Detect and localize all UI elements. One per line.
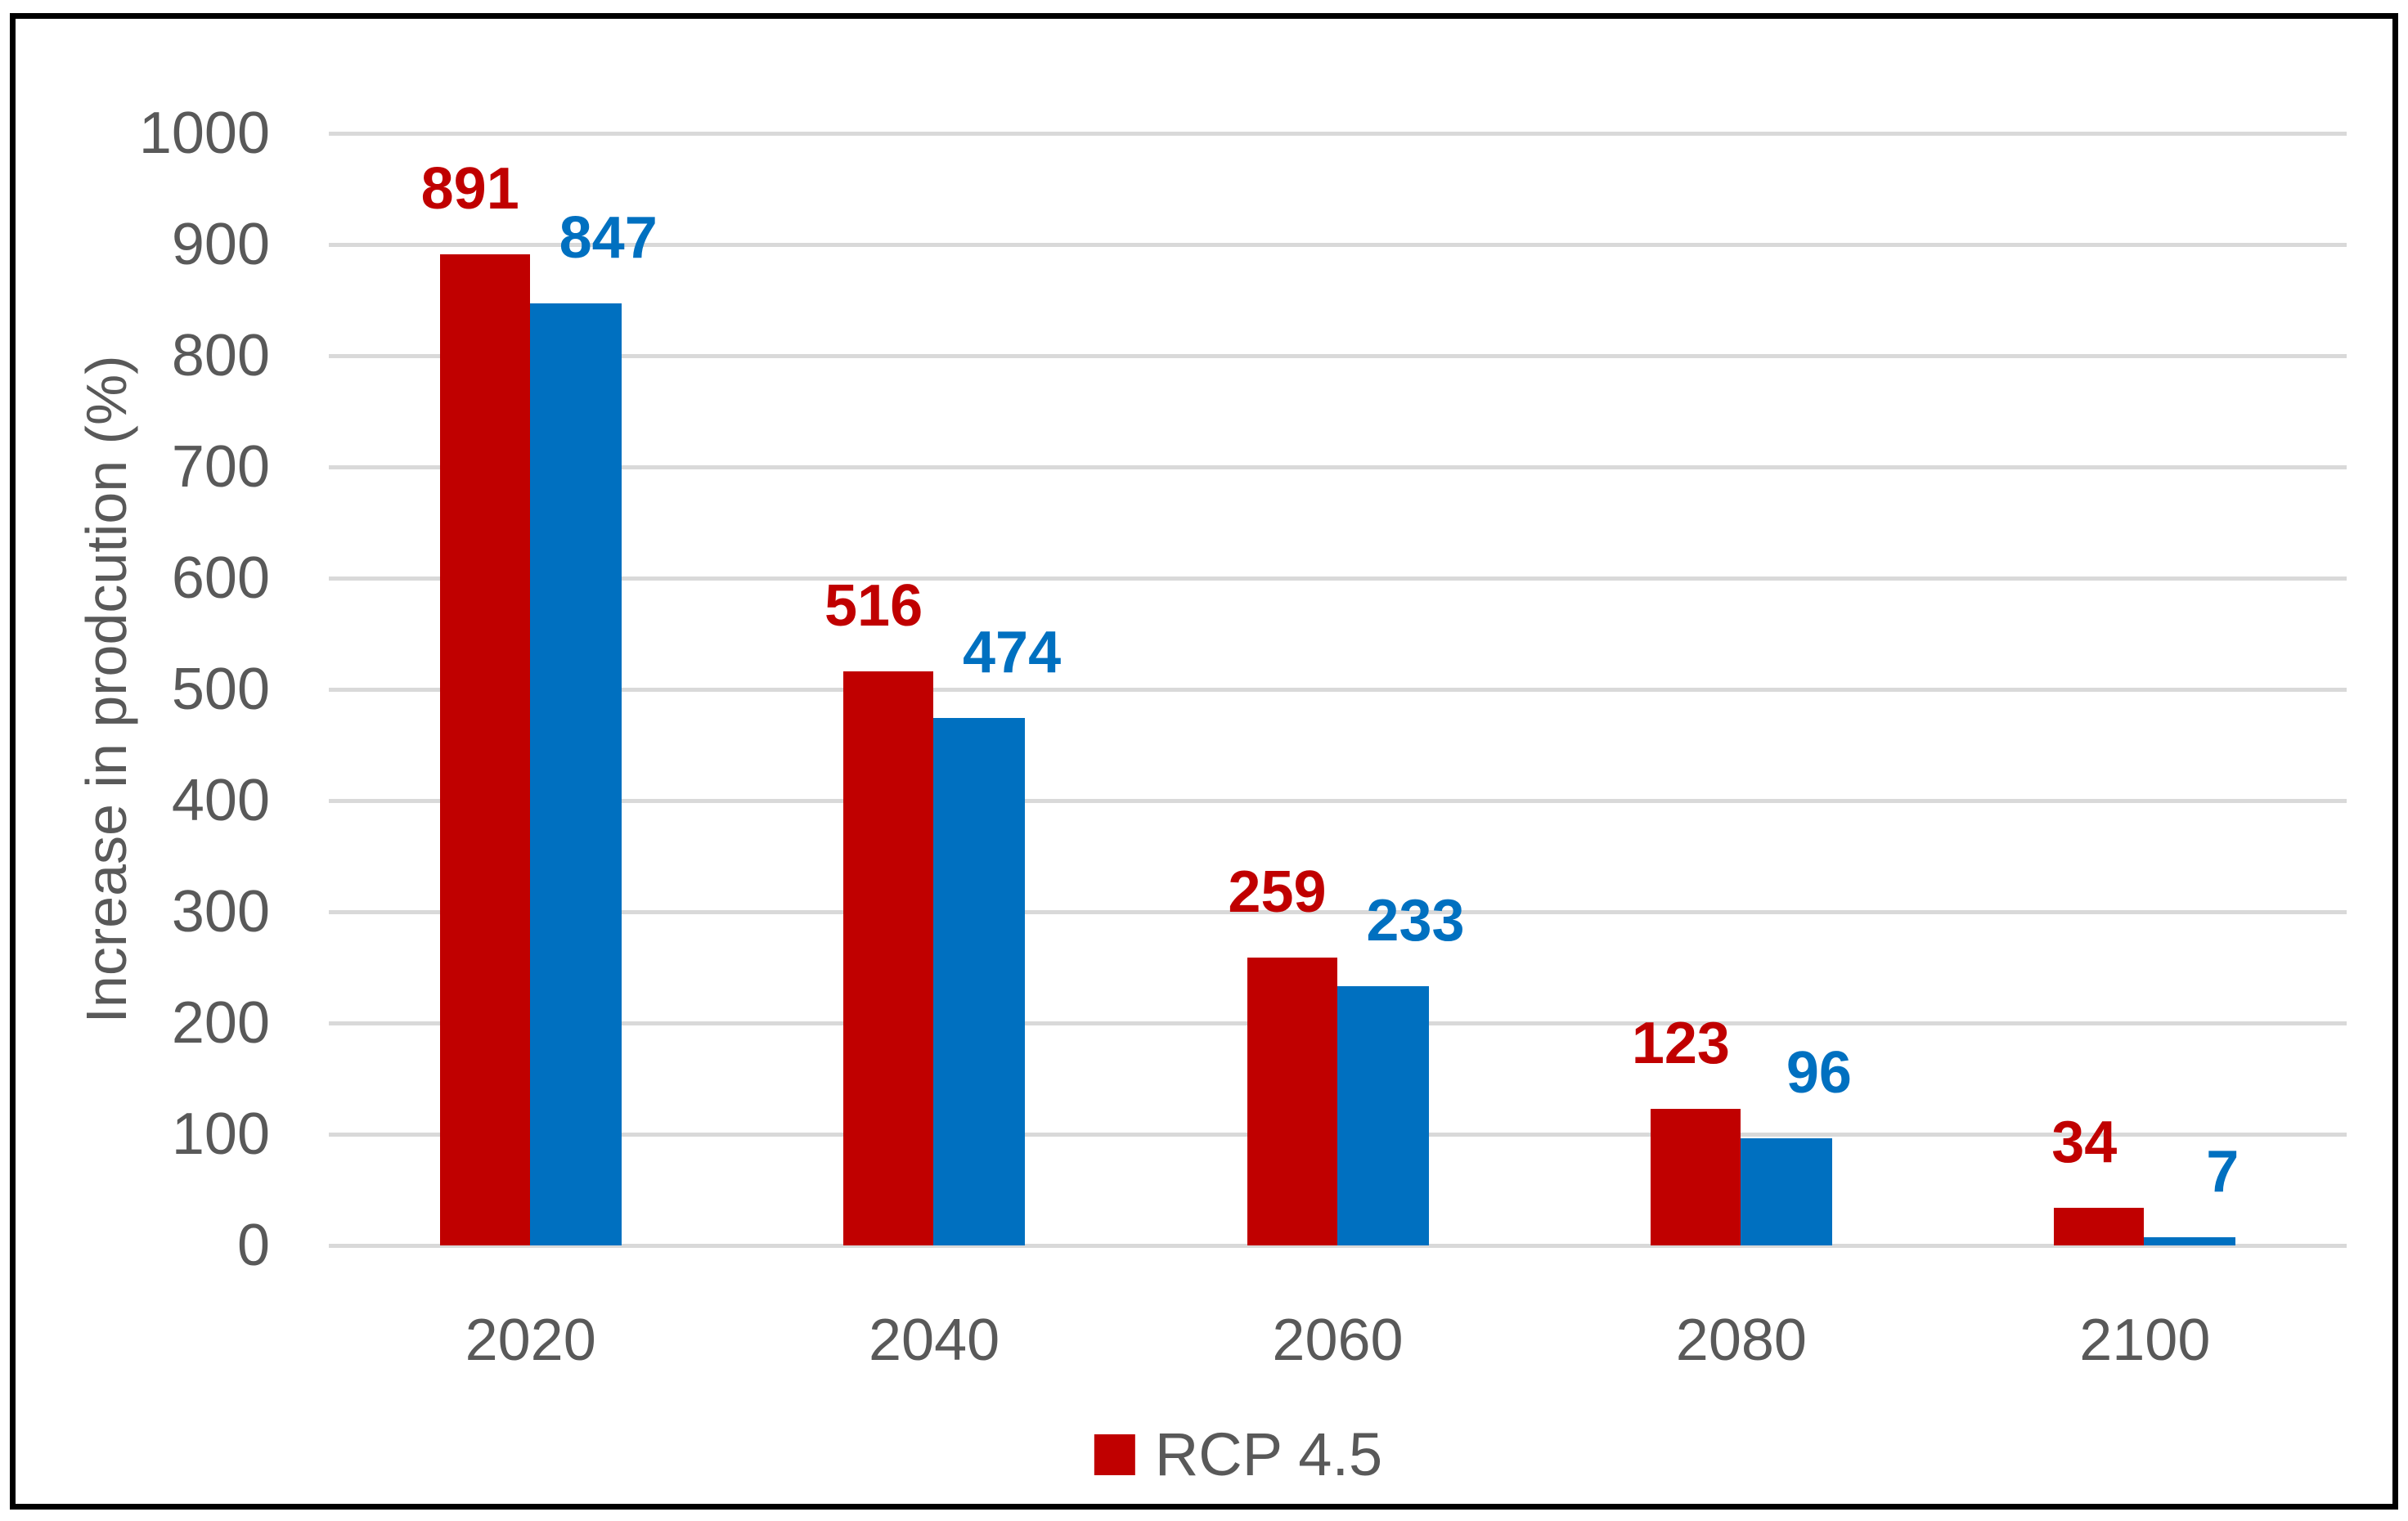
category-label-2100: 2100 [2079,1308,2211,1373]
y-tick-label-200: 200 [171,990,270,1056]
data-label-rcp45-2080: 123 [1631,1010,1730,1076]
y-tick-label-700: 700 [171,434,270,500]
y-tick-label-500: 500 [171,657,270,722]
y-tick-label-900: 900 [171,212,270,277]
y-tick-label-100: 100 [171,1101,270,1167]
data-label-series2-2060: 233 [1366,888,1465,954]
legend: RCP 4.5 [1094,1425,1382,1485]
bar-series2-2020 [529,303,622,1245]
category-label-2060: 2060 [1272,1308,1404,1373]
y-tick-label-800: 800 [171,323,270,388]
gridline-700 [329,464,2347,469]
gridline-1000 [329,131,2347,136]
y-tick-label-0: 0 [236,1213,270,1278]
gridline-500 [329,687,2347,692]
data-label-rcp45-2020: 891 [420,156,519,222]
bar-series2-2080 [1740,1138,1832,1245]
y-tick-label-400: 400 [171,768,270,833]
gridline-600 [329,576,2347,581]
bar-series2-2040 [933,718,1026,1245]
category-label-2080: 2080 [1675,1308,1807,1373]
legend-swatch-rcp45 [1094,1434,1135,1475]
data-label-series2-2080: 96 [1786,1040,1852,1106]
bar-rcp45-2020 [439,254,530,1245]
bar-series2-2100 [2144,1237,2236,1245]
bar-rcp45-2060 [1247,957,1337,1245]
legend-label-rcp45: RCP 4.5 [1154,1420,1383,1488]
gridline-800 [329,353,2347,358]
y-tick-label-600: 600 [171,545,270,611]
gridline-900 [329,242,2347,247]
data-label-series2-2100: 7 [2206,1139,2240,1205]
chart-border: Increase in prodcution (%) 891 847 516 474 2… [10,13,2398,1510]
y-tick-label-300: 300 [171,879,270,944]
category-label-2020: 2020 [465,1308,596,1373]
data-label-rcp45-2040: 516 [824,573,923,639]
y-tick-label-1000: 1000 [138,101,270,166]
gridline-300 [329,909,2347,914]
bar-rcp45-2100 [2054,1207,2145,1245]
bar-rcp45-2040 [843,671,934,1245]
data-label-series2-2040: 474 [963,620,1062,686]
bar-series2-2060 [1337,986,1429,1245]
gridline-400 [329,798,2347,803]
bar-rcp45-2080 [1650,1108,1741,1245]
data-label-rcp45-2060: 259 [1228,859,1327,925]
data-label-series2-2020: 847 [559,205,658,271]
plot-area: 891 847 516 474 259 233 123 96 34 7 [329,131,2347,1248]
gridline-0 [329,1243,2347,1248]
data-label-rcp45-2100: 34 [2051,1109,2118,1175]
category-label-2040: 2040 [869,1308,1000,1373]
